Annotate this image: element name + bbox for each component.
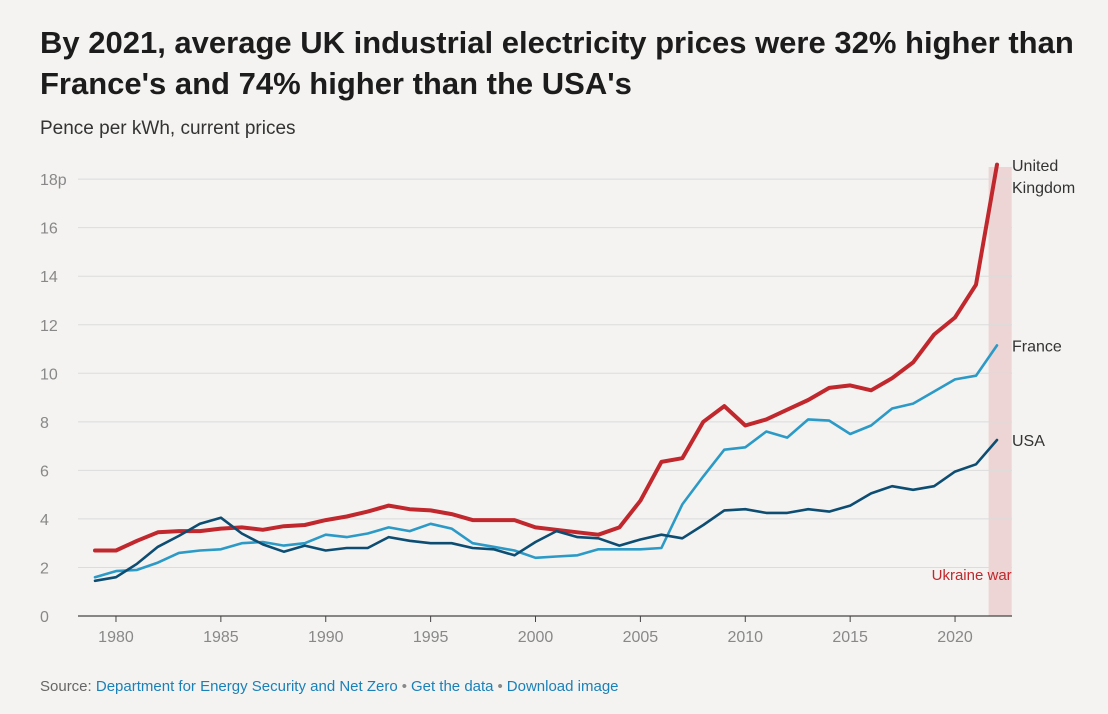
separator: • (398, 678, 411, 695)
series-line-united-kingdom (95, 165, 997, 551)
y-tick-label: 0 (40, 609, 49, 626)
source-line: Source: Department for Energy Security a… (40, 678, 619, 695)
shaded-region-layer: Ukraine war (932, 167, 1012, 616)
end-labels: United Kingdom France USA (1012, 158, 1075, 450)
y-tick-label: 4 (40, 512, 49, 529)
line-chart: Ukraine war 0 2 4 6 8 10 12 14 16 18p 1980 1985 1990… (0, 0, 1108, 714)
download-image-link[interactable]: Download image (507, 678, 619, 695)
series-label-usa: USA (1012, 433, 1045, 450)
x-tick-label: 1995 (413, 629, 449, 646)
y-tick-label: 8 (40, 415, 49, 432)
y-tick-label: 2 (40, 560, 49, 577)
x-tick-label: 1990 (308, 629, 344, 646)
x-tick-label: 2015 (832, 629, 868, 646)
series-line-usa (95, 440, 997, 581)
gridlines (78, 179, 1012, 567)
ukraine-war-label: Ukraine war (932, 567, 1012, 584)
series-label-united-kingdom: Kingdom (1012, 180, 1075, 197)
series-label-france: France (1012, 338, 1062, 355)
x-tick-label: 1985 (203, 629, 239, 646)
x-tick-label: 2005 (623, 629, 659, 646)
x-tick-label: 2010 (727, 629, 763, 646)
y-tick-label: 16 (40, 221, 58, 238)
x-tick-label: 2000 (518, 629, 554, 646)
y-tick-label: 14 (40, 269, 58, 286)
y-tick-label: 6 (40, 463, 49, 480)
ukraine-war-shaded-region (989, 167, 1012, 616)
separator: • (494, 678, 507, 695)
y-tick-label: 18p (40, 172, 67, 189)
series-label-united-kingdom: United (1012, 158, 1058, 175)
y-tick-label: 12 (40, 318, 58, 335)
x-tick-label: 2020 (937, 629, 973, 646)
series-lines (95, 165, 997, 581)
source-department-link[interactable]: Department for Energy Security and Net Z… (96, 678, 398, 695)
series-line-france (95, 345, 997, 577)
source-prefix: Source: (40, 678, 96, 695)
y-tick-label: 10 (40, 366, 58, 383)
x-tick-label: 1980 (98, 629, 134, 646)
axes: 0 2 4 6 8 10 12 14 16 18p 1980 1985 1990 1995 2000 2005… (40, 172, 1012, 646)
get-the-data-link[interactable]: Get the data (411, 678, 494, 695)
